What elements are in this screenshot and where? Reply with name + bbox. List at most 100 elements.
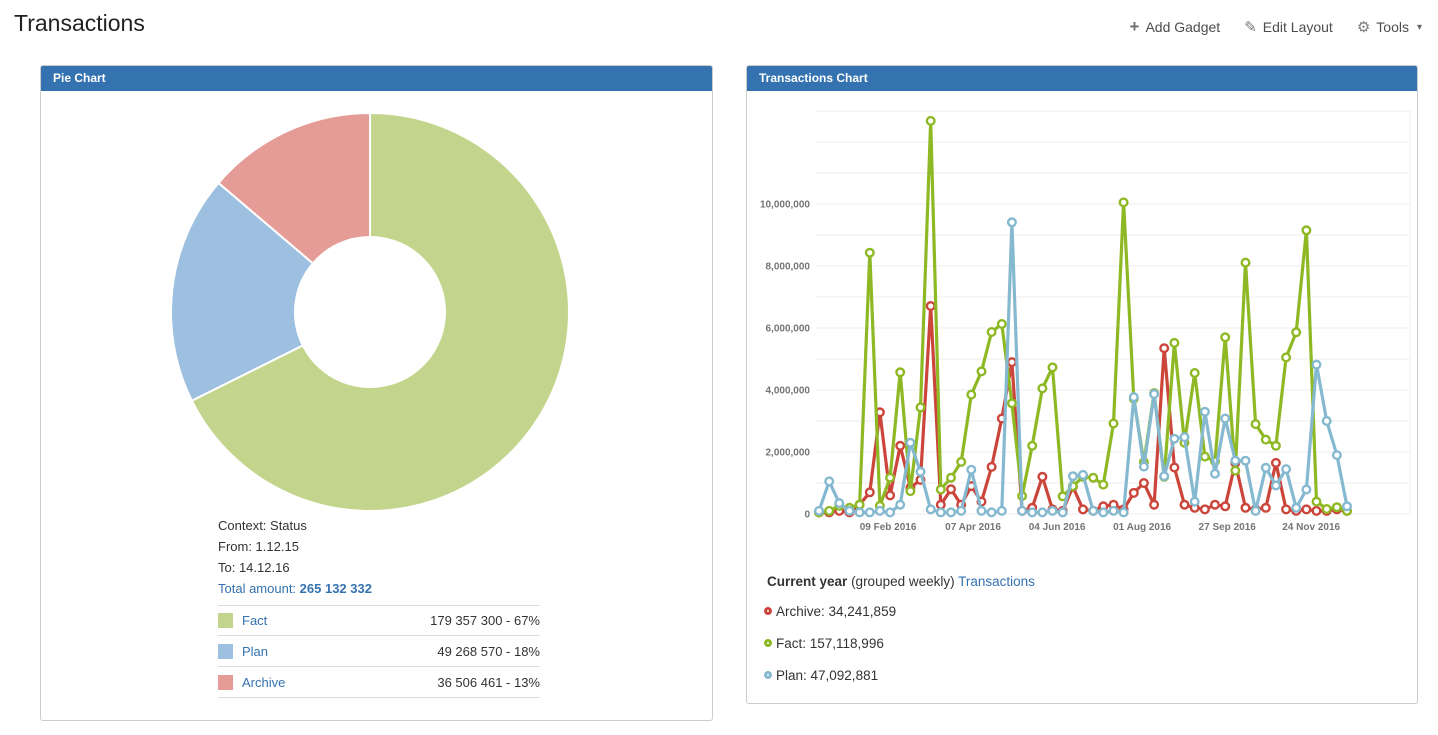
- data-point-fact[interactable]: [968, 391, 976, 399]
- data-point-fact[interactable]: [927, 117, 935, 125]
- data-point-archive[interactable]: [1303, 506, 1311, 514]
- data-point-plan[interactable]: [1282, 465, 1290, 473]
- data-point-archive[interactable]: [1262, 504, 1270, 512]
- data-point-plan[interactable]: [1008, 219, 1016, 227]
- data-point-plan[interactable]: [815, 507, 823, 515]
- data-point-plan[interactable]: [1242, 457, 1250, 465]
- data-point-archive[interactable]: [1079, 506, 1087, 514]
- data-point-archive[interactable]: [947, 485, 955, 493]
- data-point-fact[interactable]: [1008, 400, 1016, 408]
- data-point-plan[interactable]: [917, 468, 925, 476]
- data-point-fact[interactable]: [1089, 474, 1097, 482]
- data-point-fact[interactable]: [1313, 498, 1321, 506]
- data-point-plan[interactable]: [896, 501, 904, 509]
- data-point-fact[interactable]: [1323, 505, 1331, 513]
- data-point-archive[interactable]: [1313, 507, 1321, 515]
- data-point-plan[interactable]: [886, 509, 894, 517]
- data-point-archive[interactable]: [1181, 501, 1189, 509]
- data-point-plan[interactable]: [1140, 463, 1148, 471]
- data-point-plan[interactable]: [1069, 472, 1077, 480]
- data-point-plan[interactable]: [1079, 471, 1087, 479]
- data-point-plan[interactable]: [836, 499, 844, 507]
- data-point-plan[interactable]: [1221, 415, 1229, 423]
- pie-legend-label[interactable]: Fact: [242, 613, 267, 628]
- data-point-plan[interactable]: [876, 507, 884, 515]
- data-point-fact[interactable]: [1100, 481, 1108, 489]
- data-point-fact[interactable]: [1028, 442, 1036, 450]
- data-point-fact[interactable]: [907, 487, 915, 495]
- data-point-plan[interactable]: [846, 507, 854, 515]
- data-point-archive[interactable]: [937, 501, 945, 509]
- data-point-archive[interactable]: [1130, 489, 1138, 497]
- data-point-fact[interactable]: [1262, 436, 1270, 444]
- data-point-plan[interactable]: [1160, 472, 1168, 480]
- data-point-archive[interactable]: [896, 442, 904, 450]
- data-point-archive[interactable]: [1282, 506, 1290, 514]
- data-point-plan[interactable]: [1333, 451, 1341, 459]
- data-point-plan[interactable]: [825, 478, 833, 486]
- data-point-plan[interactable]: [1089, 507, 1097, 515]
- data-point-archive[interactable]: [1272, 459, 1280, 467]
- data-point-plan[interactable]: [1059, 509, 1067, 517]
- data-point-plan[interactable]: [1313, 361, 1321, 369]
- data-point-fact[interactable]: [1272, 442, 1280, 450]
- data-point-plan[interactable]: [1303, 486, 1311, 494]
- pie-legend-label[interactable]: Plan: [242, 644, 268, 659]
- data-point-fact[interactable]: [937, 486, 945, 494]
- data-point-plan[interactable]: [957, 507, 965, 515]
- pie-legend-label[interactable]: Archive: [242, 675, 285, 690]
- data-point-plan[interactable]: [1150, 390, 1158, 398]
- data-point-fact[interactable]: [1201, 453, 1209, 461]
- data-point-fact[interactable]: [1120, 199, 1128, 207]
- data-point-archive[interactable]: [1039, 473, 1047, 481]
- data-point-plan[interactable]: [1262, 464, 1270, 472]
- data-point-fact[interactable]: [1232, 467, 1240, 475]
- data-point-fact[interactable]: [1303, 227, 1311, 235]
- data-point-archive[interactable]: [1221, 503, 1229, 511]
- data-point-plan[interactable]: [1110, 507, 1118, 515]
- data-point-fact[interactable]: [1221, 334, 1229, 342]
- data-point-archive[interactable]: [1171, 464, 1179, 472]
- data-point-archive[interactable]: [1008, 358, 1016, 366]
- data-point-fact[interactable]: [1333, 503, 1341, 511]
- data-point-fact[interactable]: [856, 501, 864, 509]
- data-point-plan[interactable]: [1181, 433, 1189, 441]
- data-point-archive[interactable]: [1211, 501, 1219, 509]
- data-point-fact[interactable]: [886, 474, 894, 482]
- transactions-link[interactable]: Transactions: [958, 574, 1035, 589]
- data-point-plan[interactable]: [1130, 393, 1138, 401]
- data-point-plan[interactable]: [1211, 470, 1219, 478]
- data-point-plan[interactable]: [1039, 509, 1047, 517]
- data-point-fact[interactable]: [1282, 354, 1290, 362]
- data-point-fact[interactable]: [866, 249, 874, 257]
- data-point-fact[interactable]: [957, 458, 965, 466]
- data-point-plan[interactable]: [947, 509, 955, 517]
- data-point-fact[interactable]: [1110, 420, 1118, 428]
- data-point-fact[interactable]: [1171, 339, 1179, 347]
- data-point-fact[interactable]: [947, 474, 955, 482]
- data-point-plan[interactable]: [927, 506, 935, 514]
- data-point-plan[interactable]: [998, 507, 1006, 515]
- data-point-fact[interactable]: [825, 507, 833, 515]
- data-point-plan[interactable]: [1171, 435, 1179, 443]
- data-point-plan[interactable]: [1232, 457, 1240, 465]
- data-point-archive[interactable]: [886, 492, 894, 500]
- data-point-plan[interactable]: [907, 439, 915, 447]
- data-point-plan[interactable]: [1100, 509, 1108, 517]
- data-point-plan[interactable]: [1252, 507, 1260, 515]
- data-point-plan[interactable]: [1191, 498, 1199, 506]
- data-point-plan[interactable]: [1323, 417, 1331, 425]
- data-point-fact[interactable]: [1292, 329, 1300, 337]
- add-gadget-button[interactable]: + Add Gadget: [1130, 17, 1221, 37]
- data-point-fact[interactable]: [1039, 385, 1047, 393]
- edit-layout-button[interactable]: ✎ Edit Layout: [1244, 19, 1333, 35]
- data-point-fact[interactable]: [1242, 259, 1250, 267]
- data-point-archive[interactable]: [1242, 504, 1250, 512]
- data-point-archive[interactable]: [1150, 501, 1158, 509]
- data-point-plan[interactable]: [978, 507, 986, 515]
- data-point-plan[interactable]: [866, 509, 874, 517]
- data-point-plan[interactable]: [1018, 507, 1026, 515]
- data-point-fact[interactable]: [998, 320, 1006, 328]
- data-point-archive[interactable]: [866, 489, 874, 497]
- data-point-archive[interactable]: [927, 302, 935, 310]
